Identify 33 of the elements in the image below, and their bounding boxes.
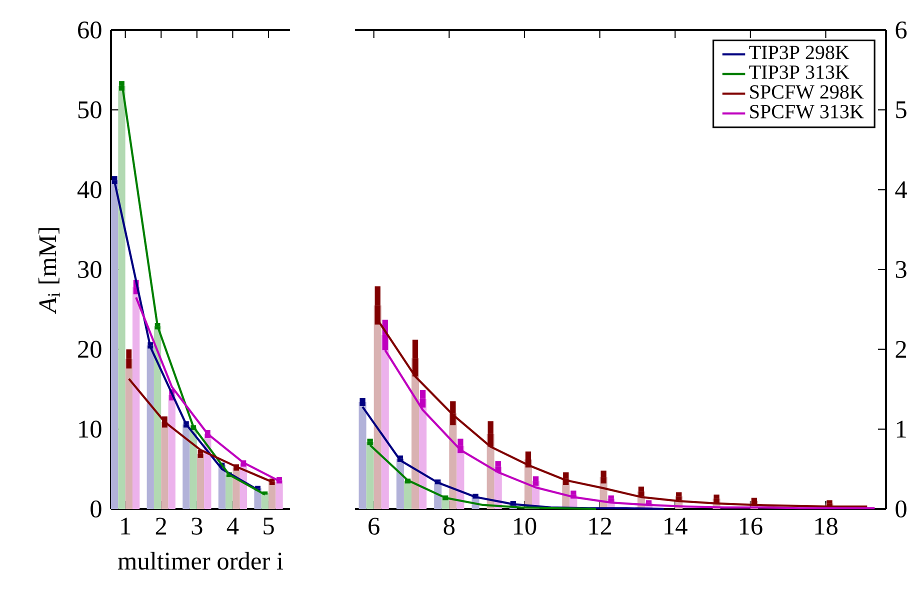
y-tick-label: 50 [78,101,102,118]
y-tick-label: 60 [78,21,102,39]
x-tick-label: 2 [156,518,166,534]
x-tick-label: 12 [589,518,612,534]
legend-label: SPCFW 313K [750,104,864,118]
x-tick-label: 1 [121,518,130,534]
y-tick-label: 20 [78,340,102,358]
y-tick-label: 0 [90,500,102,518]
y-tick-label: 30 [78,260,102,278]
x-tick-label: 5 [264,518,274,535]
y-tick-label: 6 [896,21,907,39]
x-tick-label: 4 [226,518,239,534]
y-tick-label: 0 [896,500,906,518]
y-tick-label: 40 [77,181,102,198]
bar [261,493,269,509]
x-tick-label: 10 [514,518,536,535]
x-tick-label: 16 [740,518,762,535]
x-tick-label: 14 [664,518,688,534]
x-tick-label: 3 [192,518,202,535]
x-axis-title: multimer order i [118,552,284,570]
y-axis-title: A$_{i}$ [mM] [38,228,60,314]
legend-label: SPCFW 298K [750,85,864,99]
y-tick-label: 3 [896,260,906,278]
y-tick-label: 4 [895,181,907,198]
y-tick-label: 5 [896,101,906,118]
legend-label: TIP3P 313K [749,65,850,79]
x-tick-label: 6 [368,518,380,535]
y-tick-label: 1 [896,420,906,438]
x-tick-label: 18 [815,518,838,535]
y-tick-label: 2 [896,340,906,358]
legend-label: TIP3P 298K [749,46,850,60]
x-tick-label: 8 [444,518,455,535]
y-tick-label: 10 [79,420,102,438]
